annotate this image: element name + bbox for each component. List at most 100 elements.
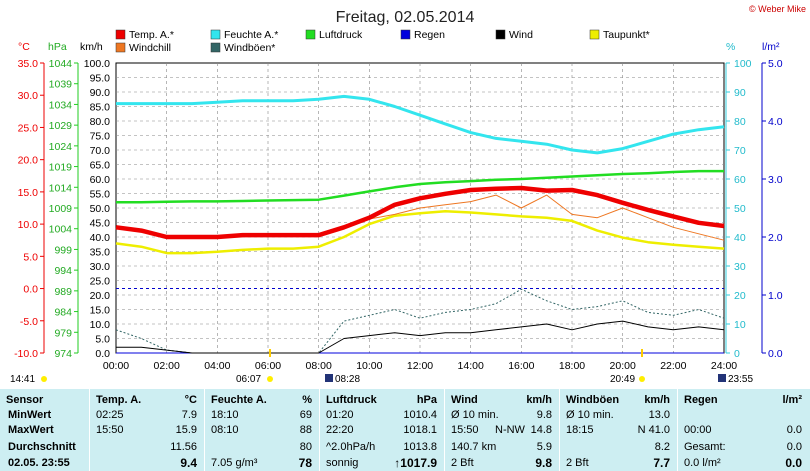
table-value: ↑1017.9 xyxy=(394,456,437,470)
humidity-tick-label: 100 xyxy=(734,58,752,70)
x-tick-label: 18:00 xyxy=(559,360,585,372)
copyright-text: © Weber Mike xyxy=(749,4,806,14)
table-value: 1013.8 xyxy=(403,441,437,453)
table-unit: l/m² xyxy=(782,394,802,406)
moon-icon xyxy=(325,374,333,382)
temp-tick-label: -5.0 xyxy=(20,316,38,328)
table-separator xyxy=(204,389,205,471)
temp-tick-label: 35.0 xyxy=(18,58,39,70)
x-tick-label: 04:00 xyxy=(204,360,230,372)
x-tick-label: 02:00 xyxy=(154,360,180,372)
table-separator xyxy=(89,389,90,471)
table-value: 88 xyxy=(299,424,312,436)
pressure-tick-label: 999 xyxy=(54,244,72,256)
table-value: 7.9 xyxy=(181,409,197,421)
temp-tick-label: 15.0 xyxy=(18,187,39,199)
table-header: Windböen xyxy=(566,394,620,406)
wind-tick-label: 95.0 xyxy=(90,73,111,85)
table-cell: 15:50 xyxy=(96,424,124,436)
table-value: 9.8 xyxy=(535,456,552,470)
table-cell: 18:10 xyxy=(211,409,239,421)
x-tick-label: 16:00 xyxy=(508,360,534,372)
table-header: Wind xyxy=(451,394,478,406)
table-value: 69 xyxy=(299,409,312,421)
pressure-tick-label: 1004 xyxy=(49,224,73,236)
table-cell: sonnig xyxy=(326,457,359,469)
legend-label: Temp. A.* xyxy=(129,29,174,41)
table-unit: km/h xyxy=(526,394,552,406)
table-value: 5.9 xyxy=(536,441,552,453)
temp-tick-label: 25.0 xyxy=(18,122,39,134)
temp-tick-label: 30.0 xyxy=(18,90,39,102)
summary-table: Sensor MinWert MaxWert Durchschnitt 02.05. 2… xyxy=(0,389,810,471)
series-line-feuchtea xyxy=(116,94,725,155)
rain-unit: l/m² xyxy=(762,41,780,53)
table-cell: Ø 10 min. xyxy=(566,409,614,421)
humidity-tick-label: 50 xyxy=(734,203,746,215)
pressure-tick-label: 1014 xyxy=(49,182,73,194)
wind-tick-label: 45.0 xyxy=(90,218,111,230)
row-label: Durchschnitt xyxy=(8,441,76,453)
legend-swatch xyxy=(589,29,600,40)
legend-label: Luftdruck xyxy=(319,29,363,41)
legend-label: Regen xyxy=(414,29,445,41)
moonrise-label: 08:28 xyxy=(335,374,360,385)
table-value: 0.0 xyxy=(786,424,802,436)
table-cell: ^2.0hPa/h xyxy=(326,441,376,453)
series-line-luftdruck xyxy=(116,169,724,204)
x-tick-label: 22:00 xyxy=(660,360,686,372)
x-tick-label: 06:00 xyxy=(255,360,281,372)
legend-label: Taupunkt* xyxy=(603,29,650,41)
legend-swatch xyxy=(115,42,126,53)
sunset-icon xyxy=(639,376,645,382)
wind-tick-label: 30.0 xyxy=(90,261,111,273)
humidity-tick-label: 0 xyxy=(734,348,740,360)
table-cell: Ø 10 min. xyxy=(451,409,499,421)
wind-tick-label: 70.0 xyxy=(90,145,111,157)
table-unit: hPa xyxy=(416,394,437,406)
legend-label: Feuchte A.* xyxy=(224,29,278,41)
table-value: 7.7 xyxy=(653,456,670,470)
sun-moon-markers: 14:41 06:07 08:28 20:49 23:55 xyxy=(10,349,753,385)
pressure-unit: hPa xyxy=(48,41,67,53)
table-value: 0.0 xyxy=(786,441,802,453)
table-unit: °C xyxy=(184,394,197,406)
table-cell: 15:50 xyxy=(451,424,479,436)
series-line-taupunkt xyxy=(115,209,725,255)
humidity-tick-label: 80 xyxy=(734,116,746,128)
table-separator xyxy=(319,389,320,471)
x-tick-label: 20:00 xyxy=(610,360,636,372)
table-cell: 08:10 xyxy=(211,424,239,436)
pressure-tick-label: 974 xyxy=(54,348,72,360)
wind-tick-label: 10.0 xyxy=(90,319,111,331)
table-cell: N-NW xyxy=(495,424,525,436)
table-unit: km/h xyxy=(644,394,670,406)
temp-unit: °C xyxy=(18,41,30,53)
table-cell: 22:20 xyxy=(326,424,354,436)
table-separator xyxy=(559,389,560,471)
pressure-tick-label: 1019 xyxy=(49,162,73,174)
wind-tick-label: 90.0 xyxy=(90,87,111,99)
legend-swatch xyxy=(115,29,126,40)
table-value: 80 xyxy=(299,441,312,453)
table-cell: 18:15 xyxy=(566,424,594,436)
temp-tick-label: 10.0 xyxy=(18,219,39,231)
legend-label: Windböen* xyxy=(224,42,275,54)
temp-tick-label: 5.0 xyxy=(23,251,38,263)
pressure-tick-label: 1034 xyxy=(49,99,73,111)
legend-label: Windchill xyxy=(129,42,171,54)
wind-tick-label: 100.0 xyxy=(84,58,110,70)
table-header: Sensor xyxy=(6,394,44,406)
table-value: 0.0 xyxy=(785,456,802,470)
humidity-tick-label: 60 xyxy=(734,174,746,186)
pressure-tick-label: 989 xyxy=(54,286,72,298)
x-axis: 00:00 02:00 04:00 06:00 08:00 10:00 12:00 14:00… xyxy=(103,360,737,372)
wind-tick-label: 40.0 xyxy=(90,232,111,244)
sunset-label: 20:49 xyxy=(610,374,635,385)
table-value: 11.56 xyxy=(170,441,197,453)
pressure-tick-label: 1039 xyxy=(49,79,73,91)
temp-tick-label: 20.0 xyxy=(18,155,39,167)
series-line-wind xyxy=(116,320,725,354)
pressure-tick-label: 994 xyxy=(54,265,72,277)
x-tick-label: 00:00 xyxy=(103,360,129,372)
